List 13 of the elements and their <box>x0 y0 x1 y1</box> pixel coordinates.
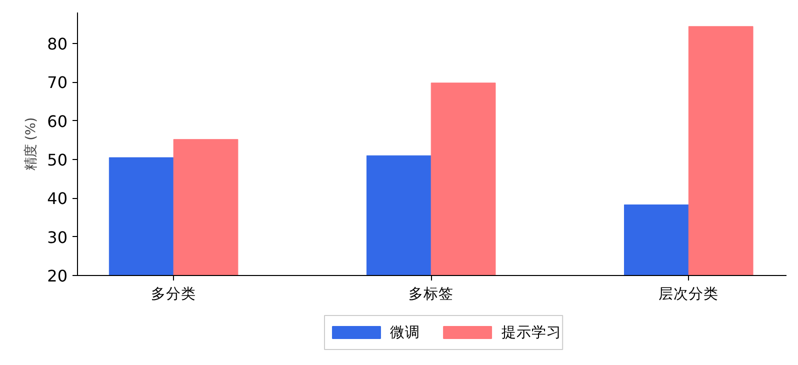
x-tick-label: 层次分类 <box>658 286 719 302</box>
legend-label: 提示学习 <box>501 324 562 341</box>
y-tick-label: 20 <box>47 266 68 286</box>
y-tick-label: 50 <box>47 150 68 170</box>
y-axis-title: 精度 (%) <box>23 117 40 171</box>
y-tick-label: 60 <box>47 112 68 131</box>
y-tick-label: 30 <box>47 228 68 247</box>
y-tick-label: 40 <box>47 189 68 208</box>
y-tick-label: 70 <box>47 73 68 92</box>
x-tick-label: 多标签 <box>408 286 454 302</box>
x-tick-label: 多分类 <box>151 286 196 302</box>
y-tick-label: 80 <box>47 34 68 54</box>
legend-label: 微调 <box>390 324 420 341</box>
